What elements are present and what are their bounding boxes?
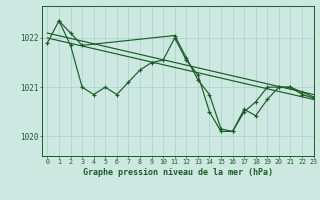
X-axis label: Graphe pression niveau de la mer (hPa): Graphe pression niveau de la mer (hPa)	[83, 168, 273, 177]
